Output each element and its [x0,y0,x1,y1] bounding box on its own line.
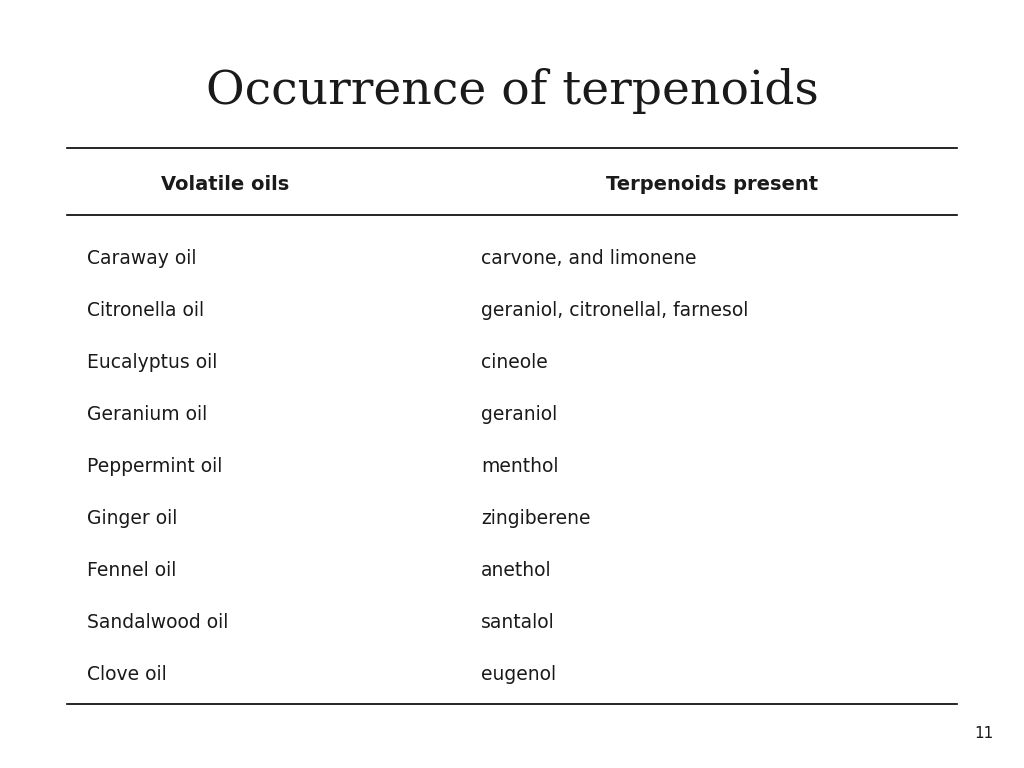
Text: Caraway oil: Caraway oil [87,249,197,267]
Text: geraniol, citronellal, farnesol: geraniol, citronellal, farnesol [481,300,749,319]
Text: anethol: anethol [481,561,552,580]
Text: santalol: santalol [481,613,555,631]
Text: Fennel oil: Fennel oil [87,561,176,580]
Text: Citronella oil: Citronella oil [87,300,204,319]
Text: Geranium oil: Geranium oil [87,405,207,423]
Text: Eucalyptus oil: Eucalyptus oil [87,353,217,372]
Text: Sandalwood oil: Sandalwood oil [87,613,228,631]
Text: eugenol: eugenol [481,664,556,684]
Text: Ginger oil: Ginger oil [87,508,177,528]
Text: Occurrence of terpenoids: Occurrence of terpenoids [206,68,818,114]
Text: 11: 11 [974,726,993,741]
Text: Volatile oils: Volatile oils [161,176,290,194]
Text: carvone, and limonene: carvone, and limonene [481,249,696,267]
Text: zingiberene: zingiberene [481,508,591,528]
Text: Terpenoids present: Terpenoids present [605,176,818,194]
Text: cineole: cineole [481,353,548,372]
Text: geraniol: geraniol [481,405,557,423]
Text: Peppermint oil: Peppermint oil [87,456,222,475]
Text: menthol: menthol [481,456,559,475]
Text: Clove oil: Clove oil [87,664,167,684]
